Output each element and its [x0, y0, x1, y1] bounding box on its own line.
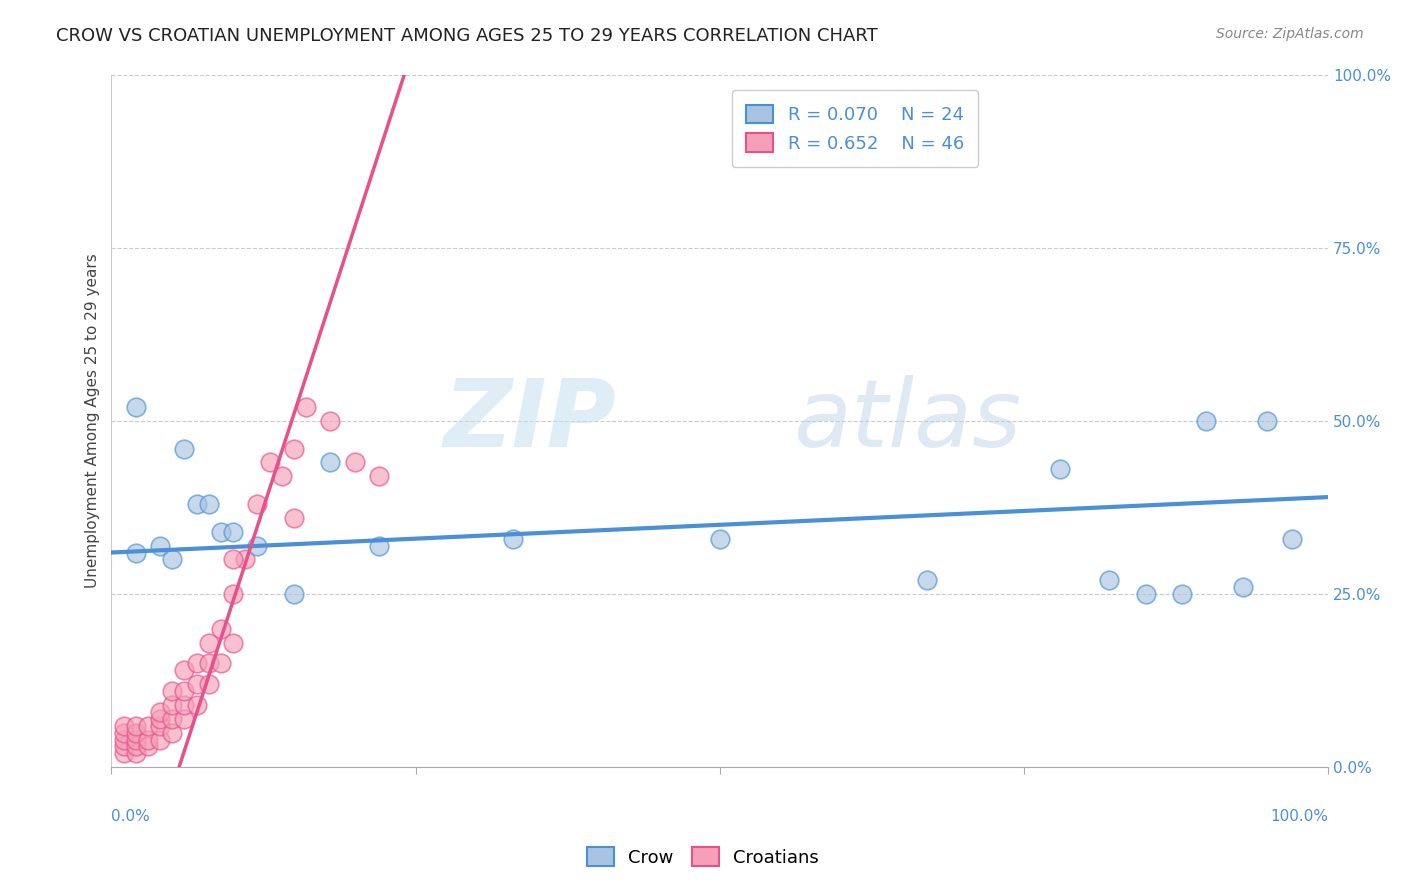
Text: ZIP: ZIP	[443, 375, 616, 467]
Point	[368, 539, 391, 553]
Point	[125, 719, 148, 733]
Point	[125, 725, 148, 739]
Point	[222, 635, 245, 649]
Point	[1171, 587, 1194, 601]
Point	[162, 725, 184, 739]
Point	[149, 712, 172, 726]
Point	[270, 469, 292, 483]
Point	[222, 552, 245, 566]
Point	[502, 532, 524, 546]
Point	[173, 663, 195, 677]
Point	[112, 719, 135, 733]
Point	[197, 497, 219, 511]
Point	[1256, 414, 1278, 428]
Point	[125, 739, 148, 754]
Point	[149, 732, 172, 747]
Text: 100.0%: 100.0%	[1270, 809, 1329, 824]
Point	[197, 635, 219, 649]
Point	[209, 524, 232, 539]
Point	[246, 497, 269, 511]
Point	[1049, 462, 1071, 476]
Point	[197, 677, 219, 691]
Point	[162, 552, 184, 566]
Point	[186, 657, 208, 671]
Point	[173, 712, 195, 726]
Point	[162, 712, 184, 726]
Point	[186, 497, 208, 511]
Point	[149, 705, 172, 719]
Text: atlas: atlas	[793, 376, 1021, 467]
Point	[186, 698, 208, 712]
Point	[149, 539, 172, 553]
Point	[209, 657, 232, 671]
Point	[1195, 414, 1218, 428]
Point	[197, 657, 219, 671]
Point	[125, 747, 148, 761]
Point	[209, 622, 232, 636]
Point	[136, 739, 159, 754]
Text: Source: ZipAtlas.com: Source: ZipAtlas.com	[1216, 27, 1364, 41]
Point	[295, 400, 318, 414]
Y-axis label: Unemployment Among Ages 25 to 29 years: Unemployment Among Ages 25 to 29 years	[86, 253, 100, 588]
Point	[162, 698, 184, 712]
Legend: Crow, Croatians: Crow, Croatians	[579, 840, 827, 874]
Point	[186, 677, 208, 691]
Point	[173, 698, 195, 712]
Point	[125, 545, 148, 559]
Point	[1281, 532, 1303, 546]
Point	[709, 532, 731, 546]
Point	[112, 732, 135, 747]
Point	[136, 719, 159, 733]
Point	[319, 455, 342, 469]
Point	[915, 573, 938, 587]
Legend: R = 0.070    N = 24, R = 0.652    N = 46: R = 0.070 N = 24, R = 0.652 N = 46	[731, 90, 979, 167]
Point	[233, 552, 256, 566]
Point	[112, 725, 135, 739]
Point	[125, 732, 148, 747]
Point	[112, 747, 135, 761]
Point	[343, 455, 366, 469]
Point	[283, 511, 305, 525]
Text: 0.0%: 0.0%	[111, 809, 150, 824]
Point	[162, 684, 184, 698]
Point	[1232, 580, 1254, 594]
Point	[125, 400, 148, 414]
Point	[149, 719, 172, 733]
Point	[283, 442, 305, 456]
Point	[283, 587, 305, 601]
Point	[1098, 573, 1121, 587]
Point	[368, 469, 391, 483]
Point	[136, 732, 159, 747]
Text: CROW VS CROATIAN UNEMPLOYMENT AMONG AGES 25 TO 29 YEARS CORRELATION CHART: CROW VS CROATIAN UNEMPLOYMENT AMONG AGES…	[56, 27, 877, 45]
Point	[222, 587, 245, 601]
Point	[173, 684, 195, 698]
Point	[173, 442, 195, 456]
Point	[222, 524, 245, 539]
Point	[246, 539, 269, 553]
Point	[319, 414, 342, 428]
Point	[112, 739, 135, 754]
Point	[259, 455, 281, 469]
Point	[1135, 587, 1157, 601]
